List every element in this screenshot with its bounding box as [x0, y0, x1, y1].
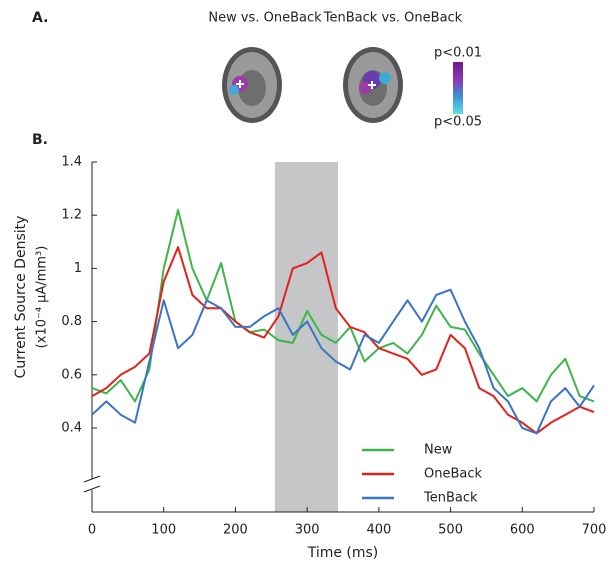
x-axis-title: Time (ms)	[307, 545, 379, 561]
series-line	[91, 208, 595, 403]
axis-break	[83, 475, 101, 493]
colorbar-label: p<0.01	[434, 46, 482, 61]
panel-label: A.	[32, 10, 48, 26]
x-tick-label: 300	[295, 523, 320, 538]
brain-title: TenBack vs. OneBack	[323, 11, 463, 26]
series-line	[91, 288, 595, 435]
x-tick-label: 700	[582, 523, 607, 538]
legend-label: OneBack	[424, 467, 483, 482]
x-tick-label: 600	[510, 523, 535, 538]
y-tick-label: 1.4	[61, 155, 82, 170]
y-tick-label: 0.8	[61, 314, 82, 329]
y-axis-title: (x10⁻⁴ μA/mm³)	[35, 246, 50, 349]
brain-image	[222, 47, 282, 123]
x-tick-label: 100	[151, 523, 176, 538]
y-tick-label: 1.2	[61, 208, 82, 223]
y-tick-label: 1	[74, 261, 82, 276]
legend-label: TenBack	[423, 491, 478, 506]
x-tick-label: 500	[438, 523, 463, 538]
brain-image	[343, 47, 403, 123]
y-tick-label: 0.4	[61, 421, 82, 436]
colorbar	[453, 62, 463, 114]
panel-label: B.	[32, 132, 48, 148]
y-tick-label: 0.6	[61, 367, 82, 382]
legend-label: New	[424, 443, 453, 458]
x-tick-label: 0	[88, 523, 96, 538]
brain-title: New vs. OneBack	[208, 11, 322, 26]
x-tick-label: 200	[223, 523, 248, 538]
highlight-span	[274, 162, 338, 512]
x-tick-label: 400	[366, 523, 391, 538]
y-axis-title: Current Source Density	[13, 216, 29, 379]
series-line	[91, 246, 595, 435]
colorbar-label: p<0.05	[434, 115, 482, 130]
